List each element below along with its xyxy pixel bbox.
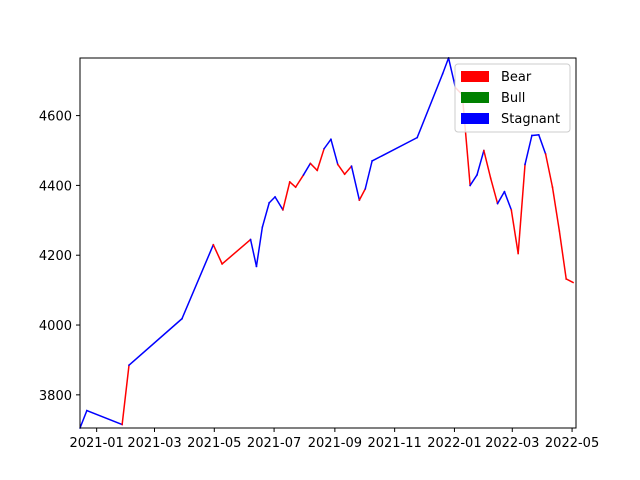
x-axis: 2021-01 2021-03 2021-05 2021-07 2021-09 2021-… bbox=[69, 428, 599, 451]
series-segment-stagnant bbox=[350, 165, 361, 201]
series-segment-stagnant bbox=[274, 195, 284, 211]
y-tick-label: 4600 bbox=[39, 110, 72, 125]
series-segment-bear bbox=[294, 173, 305, 189]
series-segment-stagnant bbox=[496, 190, 506, 205]
series-segment-stagnant bbox=[268, 195, 277, 204]
series-segment-stagnant bbox=[323, 138, 332, 150]
series-segment-bear bbox=[343, 165, 353, 176]
series-segment-bear bbox=[517, 163, 526, 255]
series-segment-stagnant bbox=[79, 409, 88, 429]
series-segment-bear bbox=[482, 149, 492, 180]
legend-label-bull: Bull bbox=[501, 91, 525, 106]
series-segment-stagnant bbox=[364, 160, 374, 190]
series-segment-stagnant bbox=[469, 173, 479, 187]
series-segment-stagnant bbox=[416, 72, 444, 139]
series-segment-stagnant bbox=[447, 57, 457, 89]
series-segment-stagnant bbox=[537, 133, 547, 155]
series-segment-bear bbox=[221, 238, 252, 266]
series-segment-bear bbox=[336, 163, 346, 176]
legend-swatch-bear bbox=[461, 71, 489, 82]
series-segment-bear bbox=[551, 186, 561, 232]
series-segment-bear bbox=[316, 147, 326, 172]
series-segment-stagnant bbox=[524, 134, 533, 166]
series-segment-stagnant bbox=[503, 190, 513, 211]
series-segment-stagnant bbox=[85, 409, 124, 426]
legend: Bear Bull Stagnant bbox=[454, 63, 571, 133]
series-segment-bear bbox=[558, 229, 568, 280]
series-segment-stagnant bbox=[302, 162, 312, 176]
x-tick-label: 2022-05 bbox=[545, 436, 599, 451]
x-tick-label: 2021-03 bbox=[127, 436, 181, 451]
series-segment-stagnant bbox=[249, 238, 258, 268]
series-segment-stagnant bbox=[180, 243, 215, 320]
x-tick-label: 2021-07 bbox=[247, 436, 301, 451]
legend-label-bear: Bear bbox=[501, 70, 532, 85]
y-tick-label: 4000 bbox=[39, 319, 72, 334]
series-segment-bear bbox=[288, 180, 297, 189]
series-segment-bear bbox=[309, 162, 319, 172]
series-segment-bear bbox=[544, 153, 554, 189]
x-tick-label: 2021-01 bbox=[69, 436, 123, 451]
series-segment-stagnant bbox=[371, 136, 419, 162]
y-tick-label: 4200 bbox=[39, 249, 72, 264]
series-segment-stagnant bbox=[261, 201, 271, 229]
series-segment-bear bbox=[121, 364, 130, 426]
plot-frame bbox=[79, 57, 577, 429]
series-segment-bear bbox=[212, 243, 224, 265]
x-tick-label: 2022-03 bbox=[485, 436, 539, 451]
series-segment-stagnant bbox=[531, 133, 540, 137]
series-segment-bear bbox=[489, 177, 499, 205]
series-layer bbox=[79, 57, 575, 429]
y-tick-label: 3800 bbox=[39, 389, 72, 404]
y-tick-label: 4400 bbox=[39, 179, 72, 194]
series-segment-bear bbox=[358, 187, 367, 202]
series-segment-bear bbox=[282, 181, 291, 211]
series-segment-stagnant bbox=[127, 317, 184, 367]
legend-label-stagnant: Stagnant bbox=[501, 112, 560, 127]
x-tick-label: 2021-11 bbox=[367, 436, 421, 451]
x-tick-label: 2022-01 bbox=[427, 436, 481, 451]
x-tick-label: 2021-05 bbox=[187, 436, 241, 451]
series-segment-stagnant bbox=[476, 149, 485, 176]
series-segment-bear bbox=[565, 277, 575, 284]
legend-swatch-bull bbox=[461, 92, 489, 103]
series-segment-stagnant bbox=[441, 57, 450, 75]
x-tick-label: 2021-09 bbox=[308, 436, 362, 451]
series-segment-stagnant bbox=[330, 138, 339, 166]
y-axis: 3800 4000 4200 4400 4600 bbox=[39, 110, 80, 404]
legend-swatch-stagnant bbox=[461, 113, 489, 124]
series-segment-stagnant bbox=[255, 226, 264, 268]
series-segment-bear bbox=[510, 208, 520, 255]
